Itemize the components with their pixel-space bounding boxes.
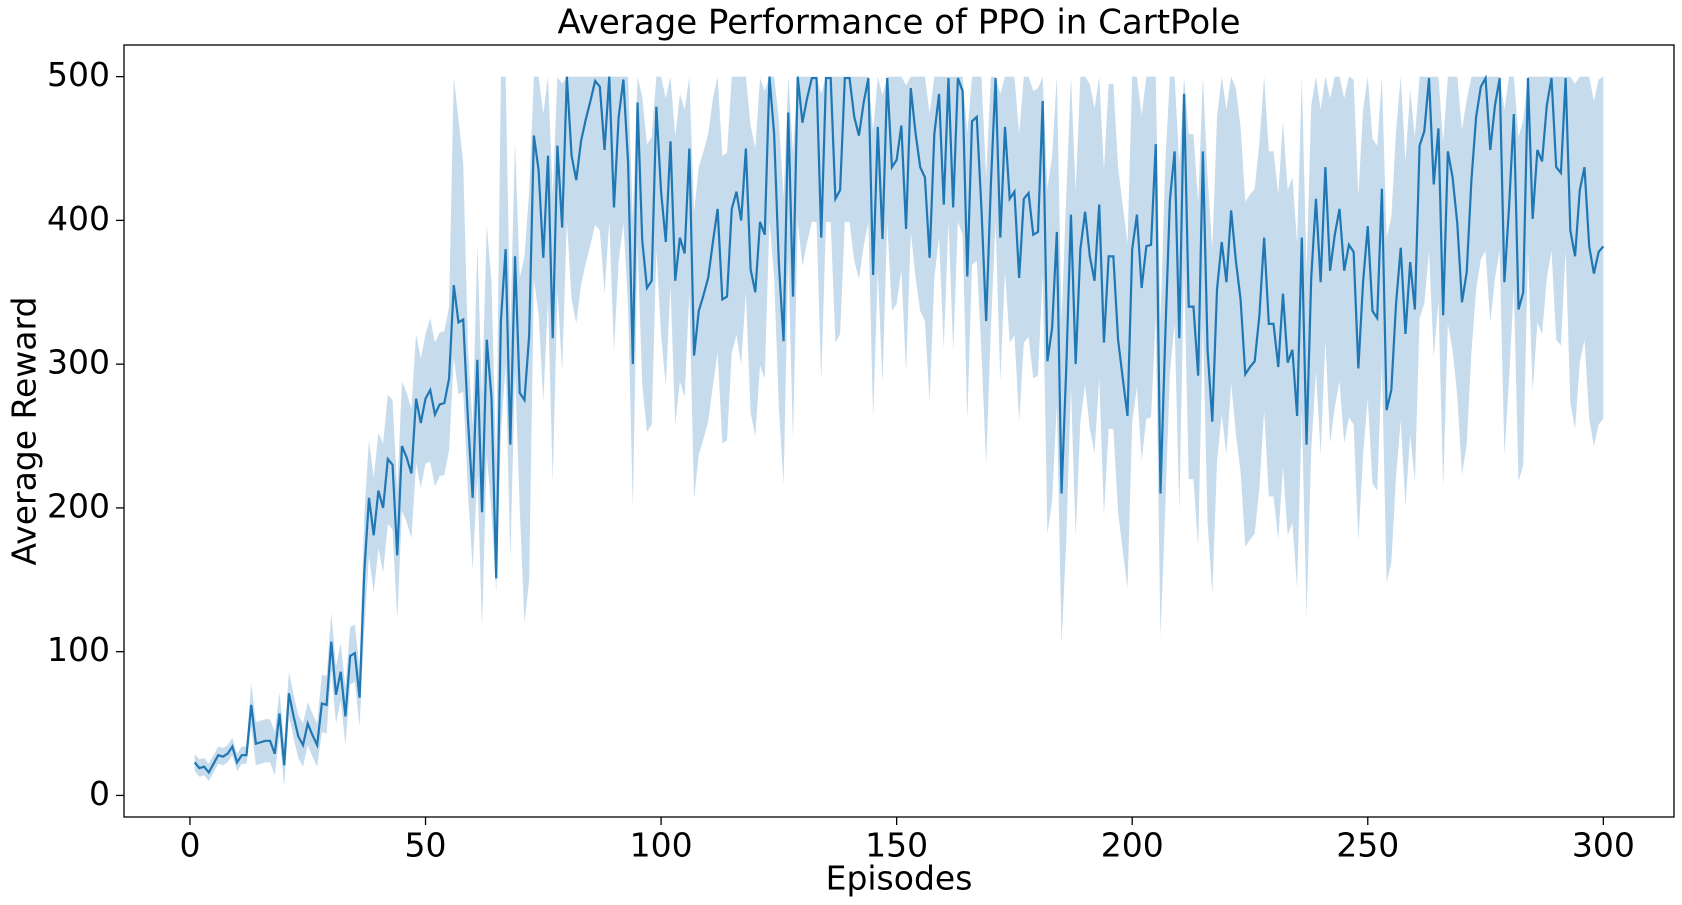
x-tick-label: 300 [1572,826,1635,865]
y-tick-label: 0 [89,774,110,813]
y-tick-label: 400 [47,199,110,238]
plot-frame [123,44,1675,818]
y-tick-label: 500 [47,55,110,94]
x-tick-label: 0 [179,826,200,865]
confidence-band [194,76,1604,787]
x-tick-label: 200 [1101,826,1164,865]
x-axis-label: Episodes [826,859,973,898]
x-tick-label: 100 [630,826,693,865]
mean-line [193,74,1605,775]
y-axis-label: Average Reward [5,297,44,566]
x-tick-label: 250 [1336,826,1399,865]
y-tick-label: 200 [47,486,110,525]
y-tick-label: 300 [47,343,110,382]
x-tick-label: 50 [405,826,447,865]
chart-title: Average Performance of PPO in CartPole [558,3,1241,43]
y-tick-label: 100 [47,630,110,669]
x-tick-label: 150 [865,826,928,865]
